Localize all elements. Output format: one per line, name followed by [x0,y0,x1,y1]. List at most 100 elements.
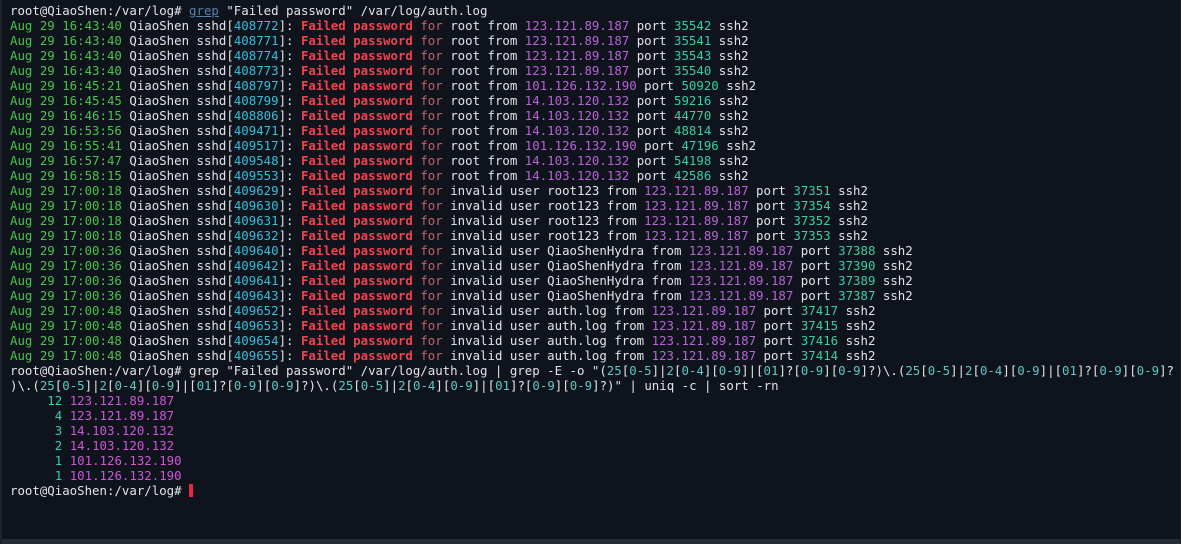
log-pid: 409632 [233,228,279,243]
log-user: root from [450,33,525,48]
log-line: Aug 29 16:43:40 QiaoShen sshd[408774]: F… [10,48,749,63]
failed-password-match: Failed password [300,18,413,33]
log-timestamp: Aug 29 16:53:56 [10,123,122,138]
log-timestamp: Aug 29 16:45:21 [10,78,122,93]
log-pid: 409641 [233,273,279,288]
failed-password-match: Failed password [300,228,413,243]
log-protocol: ssh2 [711,123,749,138]
log-source-ip: 123.121.89.187 [524,63,630,78]
log-timestamp: Aug 29 17:00:36 [10,288,122,303]
log-timestamp: Aug 29 16:43:40 [10,18,122,33]
log-pid: 409517 [233,138,279,153]
log-source-ip: 123.121.89.187 [688,273,794,288]
log-host-process: QiaoShen sshd[ [121,348,234,363]
log-source-ip: 123.121.89.187 [651,333,757,348]
pipeline-command-part1: grep "Failed password" /var/log/auth.log… [189,363,1174,378]
log-protocol: ssh2 [711,108,749,123]
log-source-ip: 101.126.132.190 [524,138,637,153]
log-timestamp: Aug 29 17:00:36 [10,258,122,273]
result-count: 1 [10,468,63,483]
log-line: Aug 29 16:43:40 QiaoShen sshd[408772]: F… [10,18,749,33]
log-line: Aug 29 16:55:41 QiaoShen sshd[409517]: F… [10,138,757,153]
log-line: Aug 29 17:00:36 QiaoShen sshd[409642]: F… [10,258,913,273]
command-line-pipeline-row2: )\.(25[0-5]|2[0-4][0-9]|[01]?[0-9][0-9]?… [10,378,1180,393]
log-pid: 408799 [233,93,279,108]
log-user: root from [450,108,525,123]
log-user: root from [450,63,525,78]
log-protocol: ssh2 [711,48,749,63]
result-ip: 123.121.89.187 [69,393,175,408]
log-timestamp: Aug 29 17:00:48 [10,348,122,363]
log-host-process: QiaoShen sshd[ [121,228,234,243]
result-line: 1 101.126.132.190 [10,453,1180,468]
log-protocol: ssh2 [711,63,749,78]
pipeline-command-part2: )\.(25[0-5]|2[0-4][0-9]|[01]?[0-9][0-9]?… [10,378,779,393]
grep-command: grep [189,3,219,18]
result-count: 2 [10,438,63,453]
log-host-process: QiaoShen sshd[ [121,63,234,78]
failed-password-match: Failed password [300,78,413,93]
log-line: Aug 29 17:00:48 QiaoShen sshd[409654]: F… [10,333,876,348]
log-line: Aug 29 17:00:36 QiaoShen sshd[409641]: F… [10,273,913,288]
log-host-process: QiaoShen sshd[ [121,258,234,273]
log-port: 44770 [674,108,712,123]
result-count: 3 [10,423,63,438]
log-port: 54198 [674,153,712,168]
failed-password-match: Failed password [300,318,413,333]
log-source-ip: 14.103.120.132 [524,168,630,183]
log-host-process: QiaoShen sshd[ [121,153,234,168]
log-host-process: QiaoShen sshd[ [121,33,234,48]
log-pid: 409642 [233,258,279,273]
log-timestamp: Aug 29 16:43:40 [10,48,122,63]
log-protocol: ssh2 [711,153,749,168]
log-line: Aug 29 17:00:48 QiaoShen sshd[409652]: F… [10,303,876,318]
failed-password-match: Failed password [300,273,413,288]
log-pid: 408774 [233,48,279,63]
log-source-ip: 14.103.120.132 [524,153,630,168]
failed-password-match: Failed password [300,288,413,303]
failed-password-match: Failed password [300,63,413,78]
log-source-ip: 123.121.89.187 [644,198,749,213]
command-line-pipeline-row1: root@QiaoShen:/var/log# grep "Failed pas… [10,363,1180,378]
log-protocol: ssh2 [830,228,868,243]
log-source-ip: 123.121.89.187 [688,288,794,303]
log-protocol: ssh2 [838,318,876,333]
log-protocol: ssh2 [711,93,749,108]
log-port: 50920 [681,78,719,93]
log-port: 37354 [793,198,831,213]
log-source-ip: 123.121.89.187 [524,33,630,48]
log-line: Aug 29 16:57:47 QiaoShen sshd[409548]: F… [10,153,749,168]
log-protocol: ssh2 [838,348,876,363]
log-user: invalid user QiaoShenHydra from [450,258,689,273]
log-user: invalid user root123 from [450,213,645,228]
failed-password-match: Failed password [300,123,413,138]
command-line-grep: root@QiaoShen:/var/log# grep "Failed pas… [10,3,1180,18]
result-ip: 101.126.132.190 [69,468,182,483]
log-line: Aug 29 17:00:48 QiaoShen sshd[409655]: F… [10,348,876,363]
log-port: 37417 [800,303,839,318]
failed-password-match: Failed password [300,33,413,48]
result-ip: 14.103.120.132 [69,423,175,438]
log-source-ip: 123.121.89.187 [688,243,794,258]
log-port: 37387 [838,288,876,303]
failed-password-match: Failed password [300,258,413,273]
log-host-process: QiaoShen sshd[ [121,138,234,153]
window-bottom-edge [2,539,1180,544]
log-host-process: QiaoShen sshd[ [121,243,234,258]
log-user: invalid user QiaoShenHydra from [450,288,689,303]
log-user: invalid user auth.log from [450,348,652,363]
log-timestamp: Aug 29 17:00:36 [10,273,122,288]
terminal-screen[interactable]: root@QiaoShen:/var/log# grep "Failed pas… [2,0,1180,498]
failed-password-match: Failed password [300,348,413,363]
log-protocol: ssh2 [875,273,913,288]
log-pid: 409652 [233,303,279,318]
log-source-ip: 123.121.89.187 [651,348,757,363]
log-port: 47196 [681,138,719,153]
log-timestamp: Aug 29 16:46:15 [10,108,122,123]
result-count: 1 [10,453,63,468]
log-timestamp: Aug 29 16:57:47 [10,153,122,168]
result-count: 4 [10,408,63,423]
log-pid: 408772 [233,18,279,33]
result-ip: 123.121.89.187 [69,408,175,423]
